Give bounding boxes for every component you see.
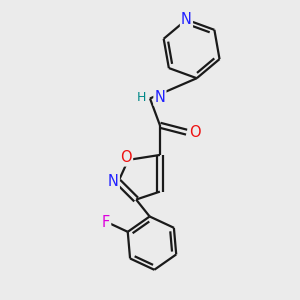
Text: O: O — [189, 125, 200, 140]
Text: F: F — [102, 215, 110, 230]
Text: N: N — [181, 12, 192, 27]
Text: N: N — [108, 174, 119, 189]
Text: O: O — [120, 150, 132, 165]
Text: N: N — [154, 90, 165, 105]
Text: H: H — [137, 91, 146, 104]
